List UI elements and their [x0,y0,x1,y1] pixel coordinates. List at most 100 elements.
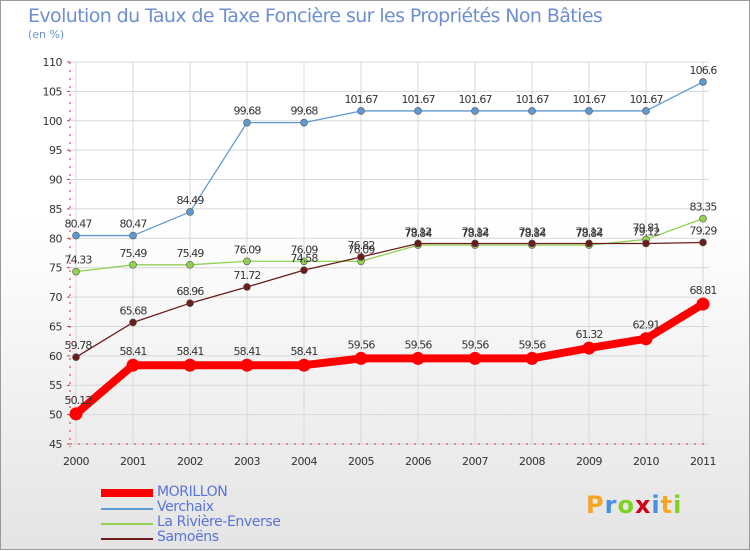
data-label: 106.6 [690,64,718,77]
y-tick-label: 90 [49,174,62,187]
y-tick-label: 100 [43,115,63,128]
data-point [72,267,80,276]
data-point [642,107,650,115]
x-tick-label: 2004 [291,455,317,468]
data-point [471,107,479,115]
data-label: 76.09 [234,243,262,256]
data-label: 78.84 [405,227,433,240]
logo-letter: t [660,491,674,519]
y-tick-label: 70 [49,291,62,304]
data-point [411,351,425,365]
series-line-la-rivi-re-enverse [75,218,704,273]
data-label: 58.41 [234,345,261,358]
data-point [129,261,137,269]
x-tick-label: 2009 [576,455,602,468]
data-label: 59.56 [462,338,490,351]
data-label: 79.12 [462,225,489,238]
legend-label: MORILLON [157,484,228,500]
data-label: 61.32 [576,328,603,341]
legend-swatch [101,538,153,540]
y-tick-label: 105 [43,85,63,98]
data-point [699,78,707,86]
data-label: 101.67 [344,93,378,106]
x-tick-label: 2001 [120,455,146,468]
data-point [357,253,365,261]
data-point [300,257,308,266]
legend-label: La Rivière-Enverse [157,514,281,530]
logo-letter: r [604,491,618,519]
x-tick-label: 2010 [633,455,659,468]
data-point [72,231,80,240]
data-label: 68.96 [177,285,205,298]
data-label: 59.56 [348,338,376,351]
data-label: 79.12 [519,225,546,238]
data-point [186,208,194,216]
data-label: 75.49 [120,247,148,260]
data-label: 68.81 [690,284,717,297]
x-tick-label: 2002 [177,455,203,468]
data-label: 79.12 [405,225,432,238]
y-tick-label: 80 [49,232,62,245]
data-label: 75.49 [177,247,205,260]
data-label: 78.84 [462,227,490,240]
data-label: 101.67 [458,93,492,106]
data-label: 62.91 [633,319,660,332]
data-label: 99.68 [234,105,262,118]
data-point [414,239,422,248]
data-label: 78.84 [519,227,547,240]
x-tick-label: 2007 [462,455,488,468]
data-label: 80.47 [65,218,93,231]
data-point [243,257,251,266]
logo-letter: i [673,491,683,519]
y-tick-label: 110 [43,56,63,69]
legend-label: Verchaix [157,499,214,515]
data-point [528,239,536,248]
logo-letter: o [617,491,635,519]
y-tick-label: 50 [49,409,62,422]
data-point [642,239,650,248]
data-point [414,107,422,115]
data-point [354,351,368,365]
data-point [585,239,593,248]
data-label: 74.58 [291,252,319,265]
logo-letter: x [634,491,652,519]
x-tick-label: 2008 [519,455,545,468]
data-point [69,407,83,421]
series-line-samo-ns [75,241,704,358]
y-axis-unit-label: (en %) [28,28,65,41]
y-tick-label: 75 [49,262,62,275]
data-point [129,318,137,327]
data-label: 76.09 [348,243,376,256]
data-label: 59.78 [65,339,93,352]
legend-swatch [101,508,153,510]
data-point [639,332,653,346]
data-point [699,238,707,247]
series-line-verchaix [76,81,704,237]
data-point [186,261,194,269]
y-tick-label: 45 [49,438,62,451]
data-point [186,299,194,307]
proxiti-logo: Proxiti [586,491,682,519]
data-point [129,231,137,240]
legend-swatch [101,489,153,497]
x-tick-label: 2011 [690,455,716,468]
y-tick-label: 60 [49,350,62,363]
data-label: 58.41 [291,345,318,358]
data-label: 80.47 [120,218,148,231]
data-point [72,353,80,361]
data-label: 71.72 [234,269,261,282]
data-point [525,351,539,365]
data-point [471,239,479,248]
data-point [240,358,254,372]
logo-letter: P [586,491,605,519]
x-tick-label: 2003 [234,455,260,468]
logo-letter: i [651,491,661,519]
data-label: 79.12 [576,225,603,238]
data-label: 101.67 [515,93,549,106]
data-point [468,351,482,365]
x-tick-label: 2000 [63,455,89,468]
data-label: 50.12 [65,394,92,407]
data-label: 59.56 [405,338,433,351]
